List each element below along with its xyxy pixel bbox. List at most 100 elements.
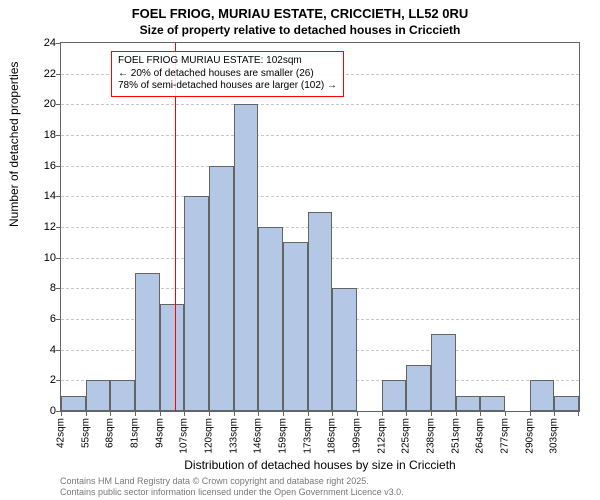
- histogram-bar: [160, 304, 185, 411]
- xtick-mark: [382, 411, 383, 416]
- xtick-label: 238sqm: [426, 418, 437, 454]
- xtick-label: 251sqm: [450, 418, 461, 454]
- ytick-mark: [56, 166, 61, 167]
- xtick-label: 225sqm: [401, 418, 412, 454]
- xtick-label: 55sqm: [80, 418, 91, 448]
- xtick-mark: [184, 411, 185, 416]
- xtick-label: 290sqm: [524, 418, 535, 454]
- xtick-label: 212sqm: [376, 418, 387, 454]
- histogram-bar: [61, 396, 86, 411]
- ytick-mark: [56, 319, 61, 320]
- xtick-label: 186sqm: [327, 418, 338, 454]
- ytick-label: 24: [26, 37, 56, 49]
- xtick-mark: [406, 411, 407, 416]
- histogram-bar: [308, 212, 333, 411]
- histogram-bar: [234, 104, 259, 411]
- xtick-label: 199sqm: [352, 418, 363, 454]
- ytick-label: 14: [26, 190, 56, 202]
- ytick-label: 22: [26, 68, 56, 80]
- histogram-bar: [431, 334, 456, 411]
- xtick-label: 133sqm: [228, 418, 239, 454]
- annotation-line: ← 20% of detached houses are smaller (26…: [118, 68, 337, 81]
- ytick-mark: [56, 74, 61, 75]
- histogram-bar: [480, 396, 505, 411]
- xtick-mark: [431, 411, 432, 416]
- xtick-label: 277sqm: [500, 418, 511, 454]
- x-axis-label: Distribution of detached houses by size …: [60, 458, 580, 472]
- annotation-line: FOEL FRIOG MURIAU ESTATE: 102sqm: [118, 55, 337, 68]
- xtick-mark: [456, 411, 457, 416]
- histogram-bar: [86, 380, 111, 411]
- xtick-label: 173sqm: [302, 418, 313, 454]
- ytick-label: 16: [26, 160, 56, 172]
- histogram-bar: [184, 196, 209, 411]
- xtick-mark: [480, 411, 481, 416]
- chart-title-sub: Size of property relative to detached ho…: [0, 23, 600, 37]
- gridline: [61, 135, 579, 136]
- xtick-mark: [209, 411, 210, 416]
- ytick-label: 18: [26, 129, 56, 141]
- ytick-label: 8: [26, 282, 56, 294]
- histogram-bar: [283, 242, 308, 411]
- xtick-mark: [160, 411, 161, 416]
- footer-line-2: Contains public sector information licen…: [60, 487, 404, 497]
- xtick-label: 159sqm: [278, 418, 289, 454]
- ytick-mark: [56, 196, 61, 197]
- xtick-mark: [530, 411, 531, 416]
- xtick-mark: [283, 411, 284, 416]
- histogram-bar: [406, 365, 431, 411]
- ytick-label: 2: [26, 374, 56, 386]
- plot-area: FOEL FRIOG MURIAU ESTATE: 102sqm← 20% of…: [60, 42, 580, 412]
- ytick-mark: [56, 288, 61, 289]
- y-axis-label: Number of detached properties: [7, 62, 21, 227]
- histogram-bar: [135, 273, 160, 411]
- ytick-mark: [56, 258, 61, 259]
- xtick-mark: [332, 411, 333, 416]
- chart-title-main: FOEL FRIOG, MURIAU ESTATE, CRICCIETH, LL…: [0, 6, 600, 21]
- histogram-bar: [382, 380, 407, 411]
- ytick-label: 6: [26, 313, 56, 325]
- histogram-bar: [530, 380, 555, 411]
- ytick-mark: [56, 135, 61, 136]
- histogram-bar: [110, 380, 135, 411]
- ytick-mark: [56, 104, 61, 105]
- xtick-mark: [505, 411, 506, 416]
- ytick-label: 4: [26, 344, 56, 356]
- annotation-line: 78% of semi-detached houses are larger (…: [118, 80, 337, 93]
- xtick-mark: [110, 411, 111, 416]
- histogram-bar: [258, 227, 283, 411]
- xtick-label: 303sqm: [549, 418, 560, 454]
- ytick-mark: [56, 350, 61, 351]
- footer-line-1: Contains HM Land Registry data © Crown c…: [60, 476, 369, 486]
- histogram-bar: [332, 288, 357, 411]
- property-marker-line: [175, 43, 176, 411]
- ytick-label: 20: [26, 98, 56, 110]
- xtick-mark: [86, 411, 87, 416]
- histogram-bar: [456, 396, 481, 411]
- chart-container: FOEL FRIOG, MURIAU ESTATE, CRICCIETH, LL…: [0, 0, 600, 500]
- annotation-box: FOEL FRIOG MURIAU ESTATE: 102sqm← 20% of…: [111, 51, 344, 97]
- ytick-mark: [56, 380, 61, 381]
- ytick-label: 12: [26, 221, 56, 233]
- xtick-label: 107sqm: [179, 418, 190, 454]
- xtick-mark: [357, 411, 358, 416]
- xtick-label: 94sqm: [154, 418, 165, 448]
- xtick-label: 120sqm: [204, 418, 215, 454]
- gridline: [61, 196, 579, 197]
- ytick-mark: [56, 43, 61, 44]
- xtick-mark: [308, 411, 309, 416]
- ytick-mark: [56, 227, 61, 228]
- gridline: [61, 166, 579, 167]
- xtick-mark: [234, 411, 235, 416]
- xtick-label: 264sqm: [475, 418, 486, 454]
- xtick-label: 68sqm: [105, 418, 116, 448]
- xtick-mark: [578, 411, 579, 416]
- xtick-label: 146sqm: [253, 418, 264, 454]
- xtick-label: 81sqm: [130, 418, 141, 448]
- xtick-mark: [258, 411, 259, 416]
- xtick-mark: [61, 411, 62, 416]
- histogram-bar: [554, 396, 579, 411]
- histogram-bar: [209, 166, 234, 411]
- ytick-label: 0: [26, 405, 56, 417]
- xtick-label: 42sqm: [56, 418, 67, 448]
